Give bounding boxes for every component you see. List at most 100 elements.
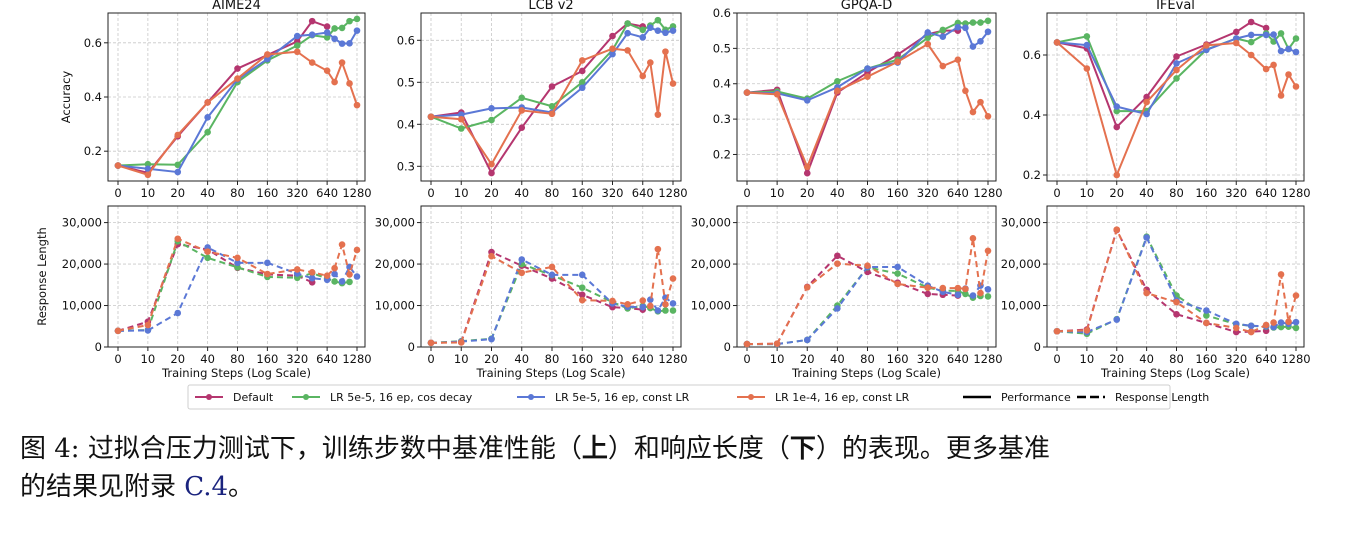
data-point [654,111,662,118]
x-tick-label: 80 [545,352,560,366]
data-point [457,111,465,118]
data-point [234,259,241,267]
appendix-link[interactable]: C.4 [184,472,229,502]
y-tick-label: 0.5 [397,75,415,89]
series-3 [1053,39,1300,179]
data-point [114,162,122,169]
series-line [746,254,958,346]
data-point [654,16,662,24]
x-tick-label: 320 [1225,352,1247,366]
data-point [293,266,301,273]
data-point [264,259,271,267]
data-point [1173,298,1180,306]
y-tick-label: 0 [408,340,415,354]
x-tick-label: 320 [602,352,624,366]
data-point [939,26,947,34]
series-3 [743,40,992,171]
legend-item: Default [195,391,274,404]
data-point [624,29,631,37]
y-tick-label: 0.6 [397,33,415,47]
panel-title: IFEval [1156,0,1195,13]
x-tick-label: 640 [947,186,969,200]
data-point [234,75,241,82]
data-point [1232,39,1240,47]
data-point [924,290,932,298]
data-point [323,29,331,36]
data-point [803,283,811,291]
data-point [331,78,338,86]
data-point [338,40,346,47]
data-point [331,264,338,272]
caption-middle: ）和响应长度（ [607,434,790,464]
legend-label: LR 5e-5, 16 ep, cos decay [330,391,473,404]
data-point [962,24,969,32]
data-point [1277,271,1285,278]
data-point [639,26,647,34]
data-point [894,51,901,59]
x-tick-label: 20 [170,352,185,366]
x-tick-label: 160 [256,186,278,200]
data-point [293,42,301,49]
x-tick-label: 0 [743,352,750,366]
x-tick-label: 10 [141,186,156,200]
data-point [1247,328,1255,336]
data-point [518,256,526,263]
x-axis-label: Training Steps (Log Scale) [161,366,311,380]
x-tick-label: 160 [1195,186,1217,200]
y-tick-label: 20,000 [691,257,731,271]
x-tick-label: 40 [1139,186,1154,200]
x-tick-label: 40 [200,186,215,200]
data-point [338,24,346,32]
data-point [954,291,962,299]
x-tick-label: 80 [230,186,245,200]
data-point [669,275,677,282]
data-point [984,28,992,36]
y-tick-label: 0 [95,340,102,354]
data-point [1143,98,1150,106]
x-tick-label: 0 [427,352,434,366]
x-tick-label: 10 [1080,352,1095,366]
x-tick-label: 1280 [658,186,687,200]
data-point [1053,327,1061,335]
data-point [924,40,932,48]
data-point [894,270,901,277]
axes-frame [1046,205,1305,348]
data-point [1292,318,1300,326]
data-point [331,35,338,43]
data-point [924,34,932,42]
x-tick-label: 0 [1053,352,1060,366]
x-tick-label: 320 [286,186,308,200]
data-point [1262,24,1270,32]
x-tick-label: 1280 [973,352,1002,366]
y-tick-label: 0.5 [713,41,731,55]
x-tick-label: 10 [454,186,469,200]
x-tick-label: 1280 [973,186,1002,200]
data-point [457,115,465,123]
data-point [773,340,781,347]
panel-title: LCB v2 [528,0,573,13]
data-point [1203,307,1210,314]
data-point [969,19,977,26]
panel-performance-2: 0 10 20 40 80 160 320 640 1280 0.2 0.3 0.4 0.5 0.6 GPQ… [713,0,1003,200]
y-tick-label: 0.4 [713,77,731,91]
axes-frame [107,205,366,348]
data-point [293,48,301,56]
y-tick-label: 10,000 [375,299,415,313]
data-point [1277,323,1285,331]
y-tick-label: 10,000 [62,299,102,313]
data-point [1292,35,1300,42]
data-point [647,59,654,66]
data-point [977,98,984,106]
legend-frame [187,384,1171,410]
data-point [1143,234,1150,241]
y-tick-label: 20,000 [375,257,415,271]
series-2 [743,23,992,104]
data-point [834,87,841,95]
data-point [1270,319,1277,326]
series-1 [114,237,353,335]
x-tick-label: 40 [514,186,529,200]
data-point [954,56,962,63]
y-tick-label: 20,000 [1001,257,1041,271]
data-point [864,73,871,80]
data-point [457,125,465,132]
